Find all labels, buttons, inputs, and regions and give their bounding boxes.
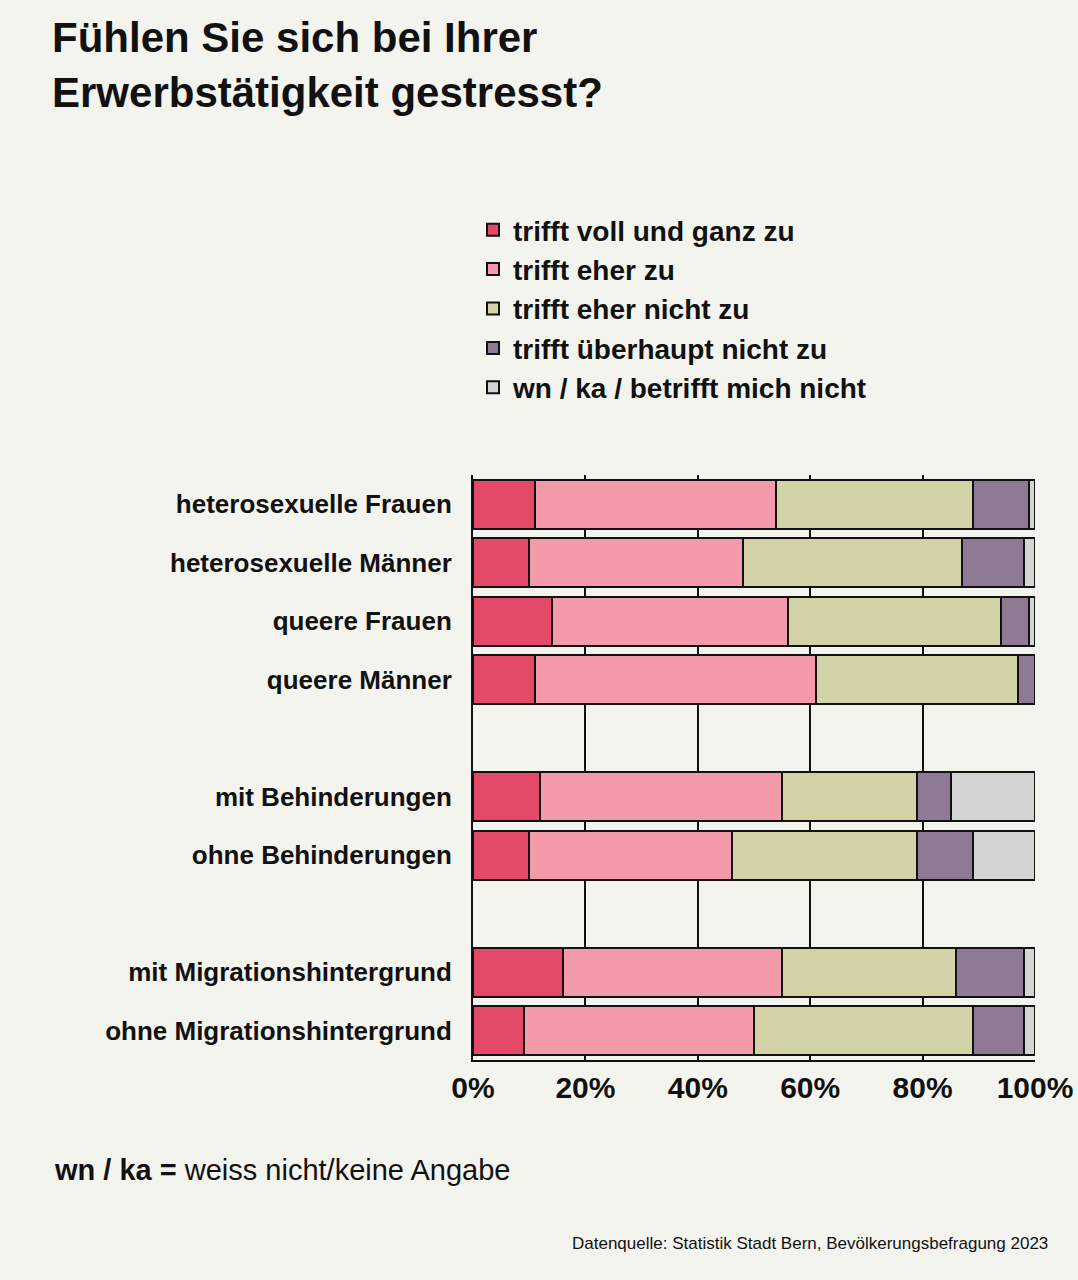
svg-text:heterosexuelle Frauen: heterosexuelle Frauen — [176, 489, 452, 519]
svg-text:wn / ka / betrifft mich nicht: wn / ka / betrifft mich nicht — [512, 373, 866, 404]
svg-text:ohne Behinderungen: ohne Behinderungen — [192, 840, 452, 870]
svg-text:Datenquelle: Statistik Stadt B: Datenquelle: Statistik Stadt Bern, Bevöl… — [572, 1234, 1048, 1253]
svg-text:wn / ka = weiss nicht/keine An: wn / ka = weiss nicht/keine Angabe — [54, 1154, 510, 1186]
svg-text:ohne Migrationshintergrund: ohne Migrationshintergrund — [105, 1016, 452, 1046]
svg-text:80%: 80% — [893, 1071, 953, 1104]
svg-text:40%: 40% — [668, 1071, 728, 1104]
svg-text:mit Migrationshintergrund: mit Migrationshintergrund — [128, 957, 452, 987]
svg-text:mit Behinderungen: mit Behinderungen — [215, 782, 452, 812]
svg-text:0%: 0% — [451, 1071, 494, 1104]
svg-text:20%: 20% — [555, 1071, 615, 1104]
svg-text:trifft eher nicht zu: trifft eher nicht zu — [513, 294, 749, 325]
svg-text:heterosexuelle Männer: heterosexuelle Männer — [170, 548, 452, 578]
svg-text:trifft eher zu: trifft eher zu — [513, 255, 675, 286]
svg-text:Fühlen Sie sich bei IhrerErwer: Fühlen Sie sich bei IhrerErwerbstätigkei… — [52, 14, 603, 116]
svg-text:trifft voll und ganz zu: trifft voll und ganz zu — [513, 216, 795, 247]
svg-text:queere Männer: queere Männer — [267, 665, 452, 695]
svg-text:queere Frauen: queere Frauen — [273, 606, 452, 636]
svg-text:60%: 60% — [780, 1071, 840, 1104]
svg-text:100%: 100% — [997, 1071, 1074, 1104]
svg-text:trifft überhaupt nicht zu: trifft überhaupt nicht zu — [513, 334, 827, 365]
